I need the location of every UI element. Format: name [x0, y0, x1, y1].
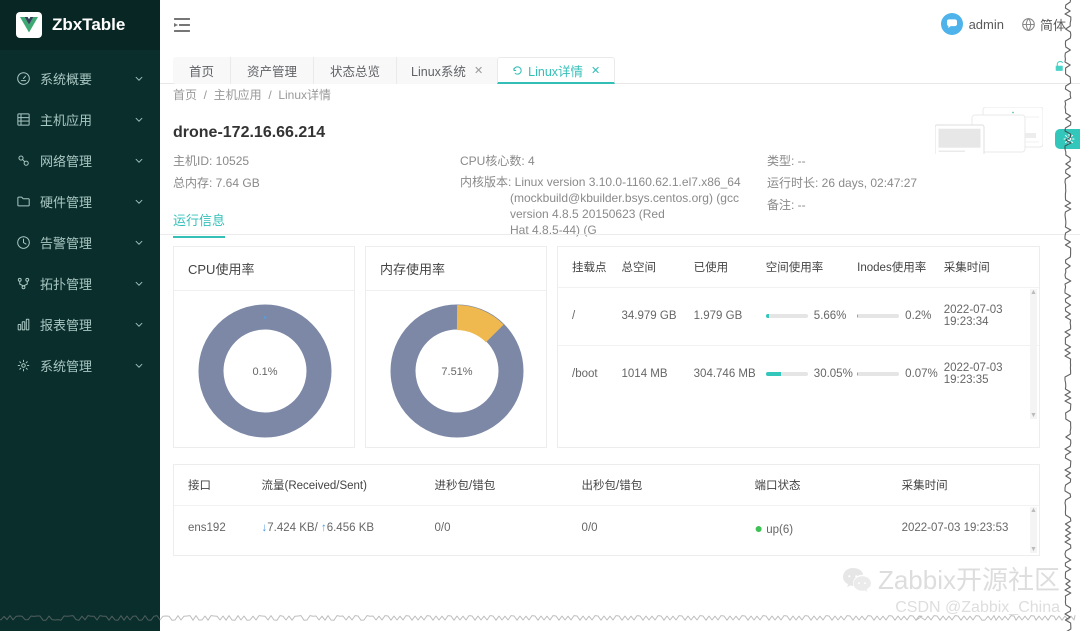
svg-text:7.51%: 7.51% — [441, 366, 472, 378]
svg-text:0.1%: 0.1% — [252, 366, 277, 378]
